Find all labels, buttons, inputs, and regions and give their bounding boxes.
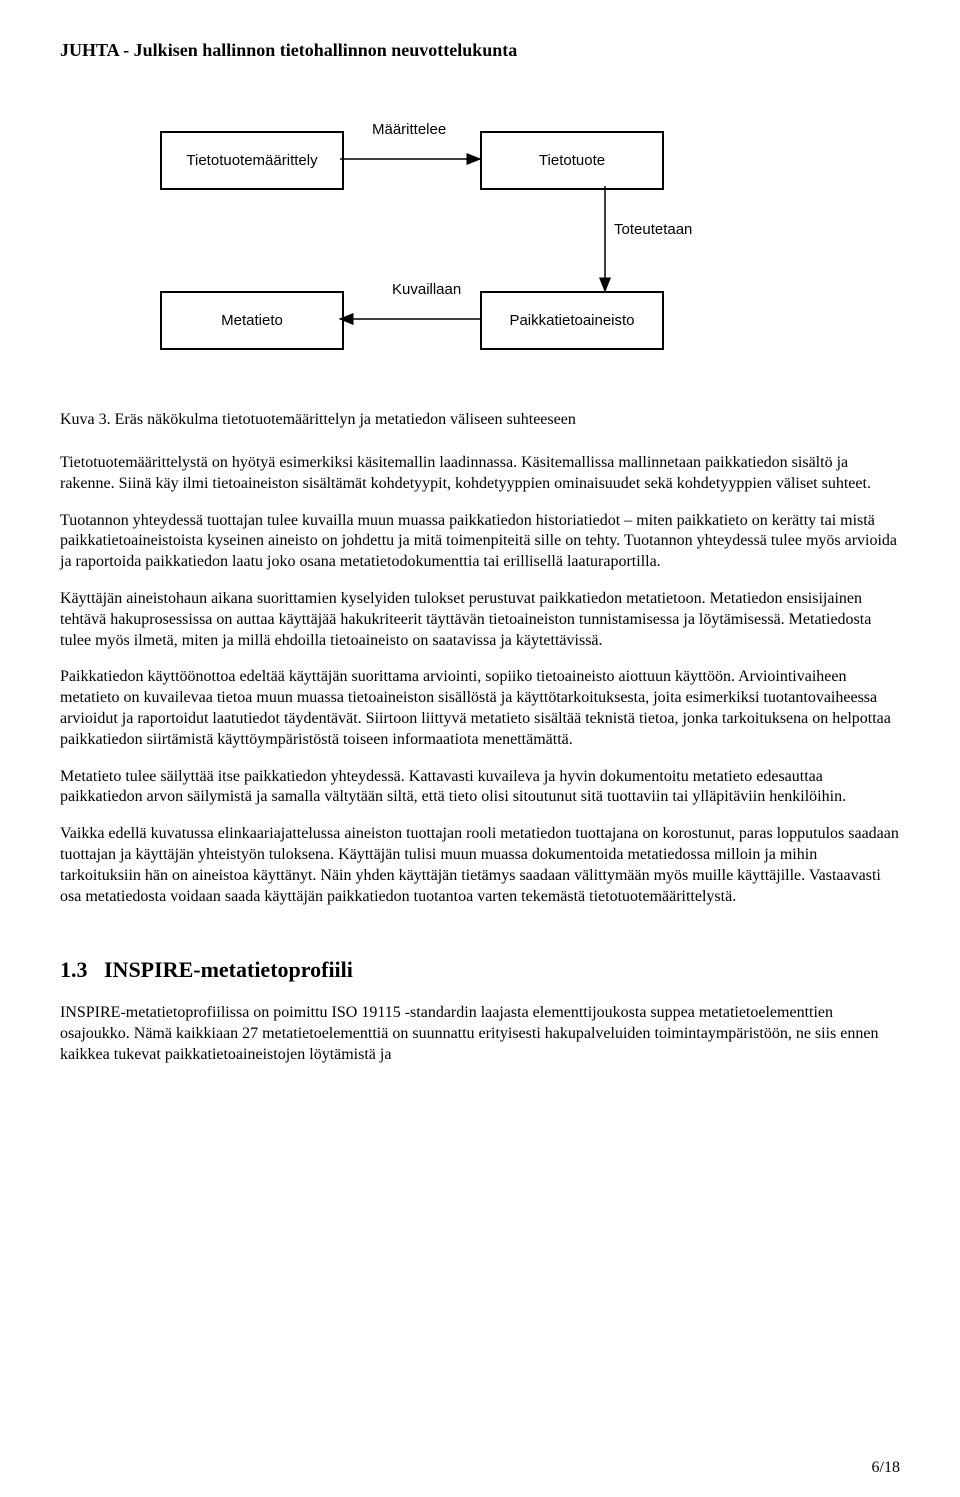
page-number: 6/18 [872, 1459, 900, 1477]
diagram-edge-label-maarittelee: Määrittelee [370, 121, 448, 138]
node-label: Tietotuote [539, 152, 605, 169]
paragraph: INSPIRE-metatietoprofiilissa on poimittu… [60, 1003, 900, 1065]
section-title: INSPIRE-metatietoprofiili [104, 957, 353, 982]
paragraph: Vaikka edellä kuvatussa elinkaariajattel… [60, 824, 900, 907]
paragraph: Metatieto tulee säilyttää itse paikkatie… [60, 767, 900, 809]
concept-diagram: Tietotuotemäärittely Tietotuote Metatiet… [60, 91, 900, 411]
section-number: 1.3 [60, 957, 88, 982]
node-label: Tietotuotemäärittely [186, 152, 317, 169]
diagram-node-metatieto: Metatieto [160, 291, 344, 350]
paragraph: Käyttäjän aineistohaun aikana suorittami… [60, 589, 900, 651]
paragraph: Paikkatiedon käyttöönottoa edeltää käytt… [60, 667, 900, 750]
node-label: Paikkatietoaineisto [509, 312, 634, 329]
diagram-edge-label-kuvaillaan: Kuvaillaan [390, 281, 463, 298]
diagram-node-tietotuote: Tietotuote [480, 131, 664, 190]
section-heading: 1.3 INSPIRE-metatietoprofiili [60, 957, 900, 983]
paragraph: Tietotuotemäärittelystä on hyötyä esimer… [60, 453, 900, 495]
diagram-edge-label-toteutetaan: Toteutetaan [612, 221, 694, 238]
paragraph: Tuotannon yhteydessä tuottajan tulee kuv… [60, 511, 900, 573]
diagram-node-tietotuotemaarittely: Tietotuotemäärittely [160, 131, 344, 190]
diagram-node-paikkatietoaineisto: Paikkatietoaineisto [480, 291, 664, 350]
figure-caption: Kuva 3. Eräs näkökulma tietotuotemääritt… [60, 411, 900, 429]
node-label: Metatieto [221, 312, 283, 329]
document-page: JUHTA - Julkisen hallinnon tietohallinno… [0, 0, 960, 1497]
page-header: JUHTA - Julkisen hallinnon tietohallinno… [60, 40, 900, 61]
